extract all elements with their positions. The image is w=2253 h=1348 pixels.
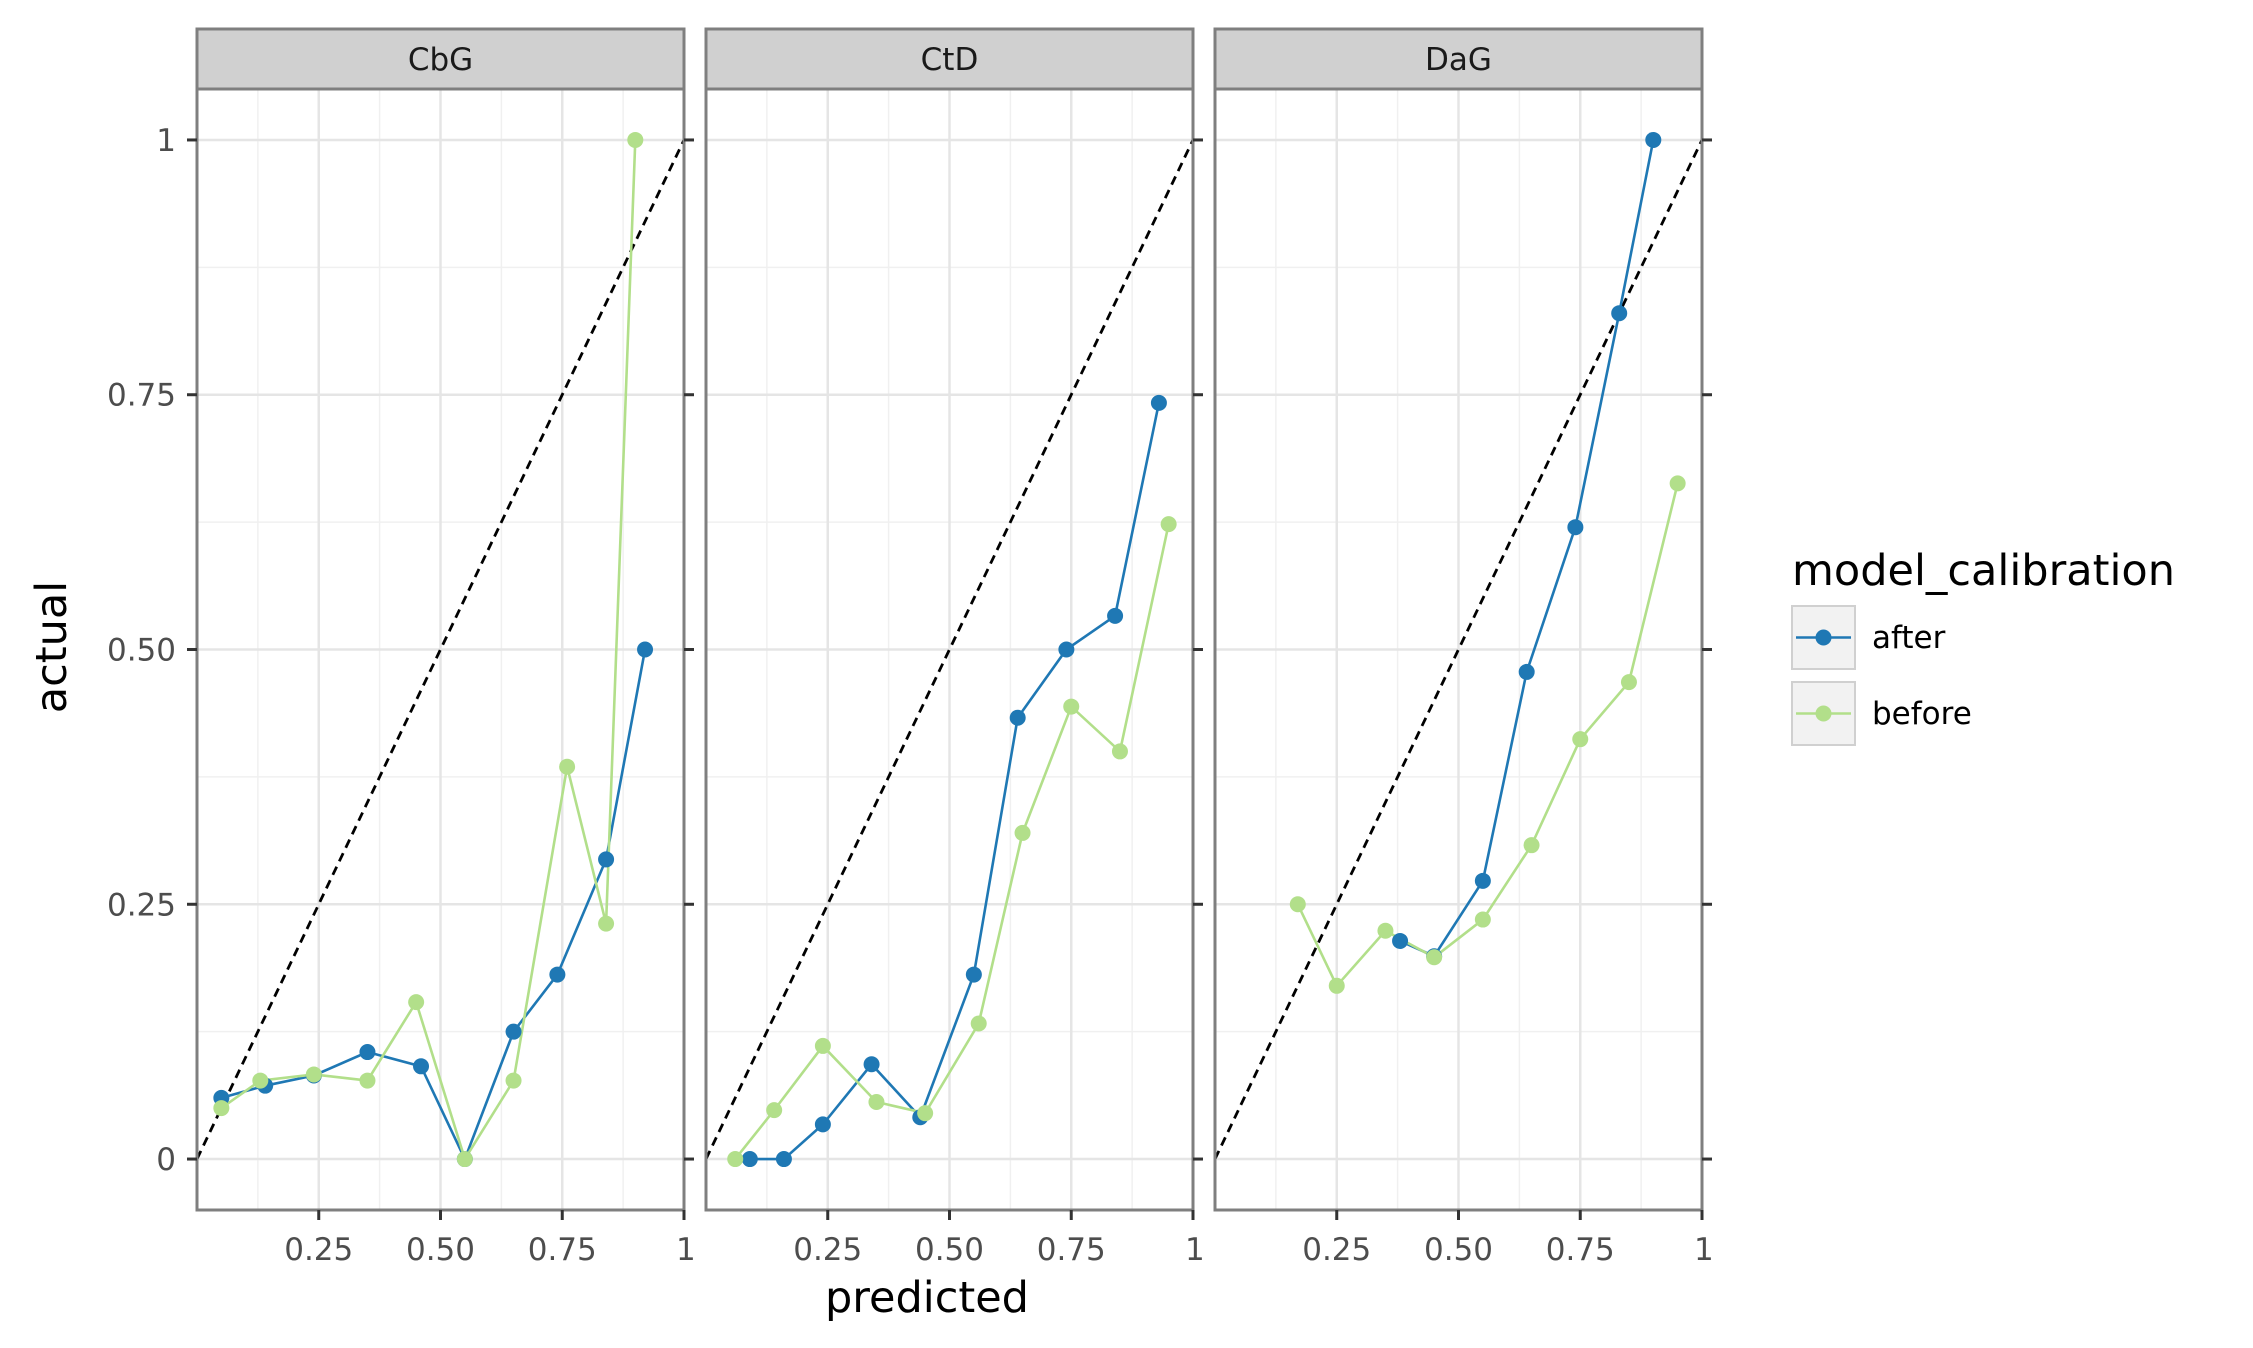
data-point-after [814,1116,831,1133]
data-point-before [456,1151,473,1168]
data-point-before [868,1093,885,1110]
legend: model_calibration after before [1791,546,2175,746]
data-point-after [1474,872,1491,889]
reference-line [195,139,686,1160]
data-point-after [741,1151,758,1168]
data-point-after [1645,131,1662,148]
data-point-after [863,1056,880,1073]
x-tick-label: 0.75 [528,1232,597,1268]
y-axis-title: actual [27,581,77,713]
y-axis-ticks: 0 0.25 0.50 0.75 1 [107,123,197,1178]
x-tick-label: 0.25 [793,1232,862,1268]
reference-line [704,139,1195,1160]
legend-title: model_calibration [1792,546,2175,596]
data-point-after [359,1044,376,1061]
legend-entries: after before [1791,605,1972,746]
data-point-before [408,994,425,1011]
data-point-before [1474,911,1491,928]
facet-panel-dag: DaG 0.25 0.50 0.75 1 [1213,27,1714,1268]
data-point-before [1377,922,1394,939]
data-point-before [1111,743,1128,760]
data-point-before [559,758,576,775]
data-point-after [505,1023,522,1040]
data-point-after [637,641,654,658]
reference-line [1213,139,1704,1160]
data-point-after [1567,519,1584,536]
x-tick-label: 0.25 [1302,1232,1371,1268]
data-point-after [413,1058,430,1075]
data-point-after [1058,641,1075,658]
data-point-before [1289,896,1306,913]
facet-panels: CbG 0.25 0.50 0.75 1 CtD 0.25 0.50 0.75 1 DaG 0.25 0… [195,27,1714,1268]
data-point-before [1523,837,1540,854]
legend-key-point [1815,629,1832,646]
data-point-before [814,1037,831,1054]
data-point-before [727,1151,744,1168]
x-tick-label: 0.25 [284,1232,353,1268]
data-point-after [549,966,566,983]
x-tick-label: 0.50 [915,1232,984,1268]
facet-strip-label: CbG [408,42,473,78]
facet-panel-ctd: CtD 0.25 0.50 0.75 1 [704,27,1205,1268]
data-point-before [1620,674,1637,691]
facet-strip-label: CtD [921,42,979,78]
data-point-before [1063,698,1080,715]
y-tick-label: 0.25 [107,887,176,923]
legend-key-point [1815,705,1832,722]
series-line-before [734,523,1170,1160]
x-axis-title: predicted [825,1273,1029,1323]
data-point-before [359,1072,376,1089]
y-tick-label: 0.75 [107,378,176,414]
x-tick-label: 1 [1694,1232,1714,1268]
legend-label: after [1872,620,1946,656]
data-point-before [970,1015,987,1032]
facet-strip [195,27,686,91]
data-point-before [505,1072,522,1089]
data-point-before [1014,824,1031,841]
data-point-after [965,966,982,983]
x-tick-label: 0.75 [1037,1232,1106,1268]
data-point-after [1518,663,1535,680]
x-tick-label: 0.50 [406,1232,475,1268]
data-point-before [1426,949,1443,966]
data-point-after [1392,932,1409,949]
series-line-before [220,139,637,1163]
series-line-after [749,402,1161,1161]
legend-entry-after: after [1791,605,1946,670]
data-point-after [1150,394,1167,411]
facet-strip [704,27,1195,91]
facet-panel-cbg: CbG 0.25 0.50 0.75 1 [195,27,696,1268]
legend-label: before [1872,696,1972,732]
data-point-after [1611,305,1628,322]
series-line-after [221,649,647,1163]
data-point-after [1009,709,1026,726]
x-tick-label: 0.75 [1546,1232,1615,1268]
facet-strip-label: DaG [1425,42,1492,78]
data-point-before [1669,475,1686,492]
data-point-before [1160,516,1177,533]
data-point-before [766,1102,783,1119]
data-point-before [305,1066,322,1083]
data-point-after [1107,607,1124,624]
y-tick-label: 0 [156,1142,176,1178]
data-point-after [775,1151,792,1168]
data-point-before [213,1100,230,1117]
legend-entry-before: before [1791,681,1972,746]
y-tick-label: 0.50 [107,633,176,669]
x-tick-label: 1 [1185,1232,1205,1268]
data-point-before [1572,731,1589,748]
x-tick-label: 1 [676,1232,696,1268]
data-point-before [627,131,644,148]
data-point-before [917,1105,934,1122]
facet-strip [1213,27,1704,91]
data-point-after [598,851,615,868]
y-tick-label: 1 [156,123,176,159]
data-point-before [252,1072,269,1089]
x-tick-label: 0.50 [1424,1232,1493,1268]
data-point-before [598,915,615,932]
data-point-before [1328,977,1345,994]
